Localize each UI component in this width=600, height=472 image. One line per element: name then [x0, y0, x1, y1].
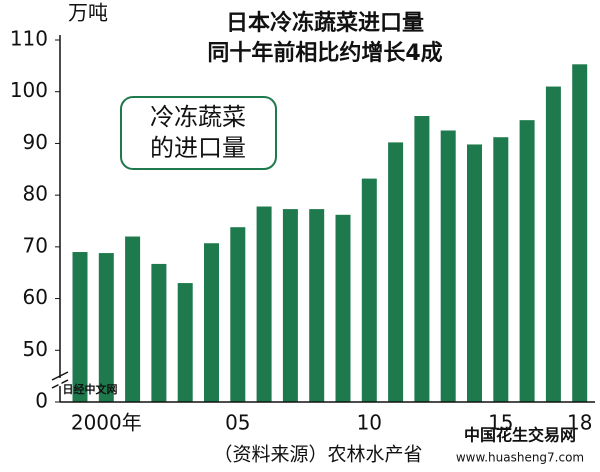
bar [572, 64, 588, 402]
bar [98, 253, 114, 402]
axis-break-gap [58, 378, 62, 386]
bar [388, 142, 404, 402]
bar [493, 137, 509, 403]
bar [545, 86, 561, 403]
y-tick-label: 0 [35, 389, 48, 413]
y-tick-label: 90 [23, 130, 48, 154]
bar [282, 209, 298, 402]
bar [414, 116, 430, 403]
y-tick-label: 50 [23, 337, 48, 361]
bar [361, 178, 377, 402]
chart-title: 日本冷冻蔬菜进口量 [226, 10, 424, 36]
y-tick-label: 100 [10, 78, 48, 102]
bar [204, 243, 219, 402]
watermark: 中国花生交易网 [464, 426, 576, 445]
source: （资料来源）农林水产省 [213, 444, 422, 466]
bar [256, 206, 272, 402]
bar [151, 263, 167, 402]
bar [72, 252, 88, 402]
y-axis-label: 万吨 [68, 1, 108, 25]
x-tick-label: 05 [225, 411, 250, 435]
x-tick-label: 15 [488, 411, 513, 435]
watermark: www.huasheng7.com [456, 451, 584, 465]
bar [125, 236, 141, 402]
y-tick-label: 60 [23, 285, 48, 309]
x-tick-label: 2000年 [71, 411, 142, 435]
annotation: 的进口量 [150, 134, 246, 162]
x-tick-label: 18 [567, 411, 592, 435]
bar [335, 214, 351, 402]
watermark: 日经中文网 [63, 382, 118, 396]
y-tick-label: 70 [23, 233, 48, 257]
y-tick-label: 80 [23, 182, 48, 206]
bar [230, 227, 246, 402]
annotation-box [120, 96, 277, 170]
bar [177, 283, 193, 402]
bar [519, 120, 535, 403]
bar [309, 209, 325, 402]
y-tick-label: 110 [10, 27, 48, 51]
chart-subtitle: 同十年前相比约增长4成 [207, 40, 442, 66]
bar [440, 130, 456, 402]
annotation: 冷冻蔬菜 [150, 103, 246, 131]
bar [467, 144, 482, 402]
x-tick-label: 10 [357, 411, 382, 435]
